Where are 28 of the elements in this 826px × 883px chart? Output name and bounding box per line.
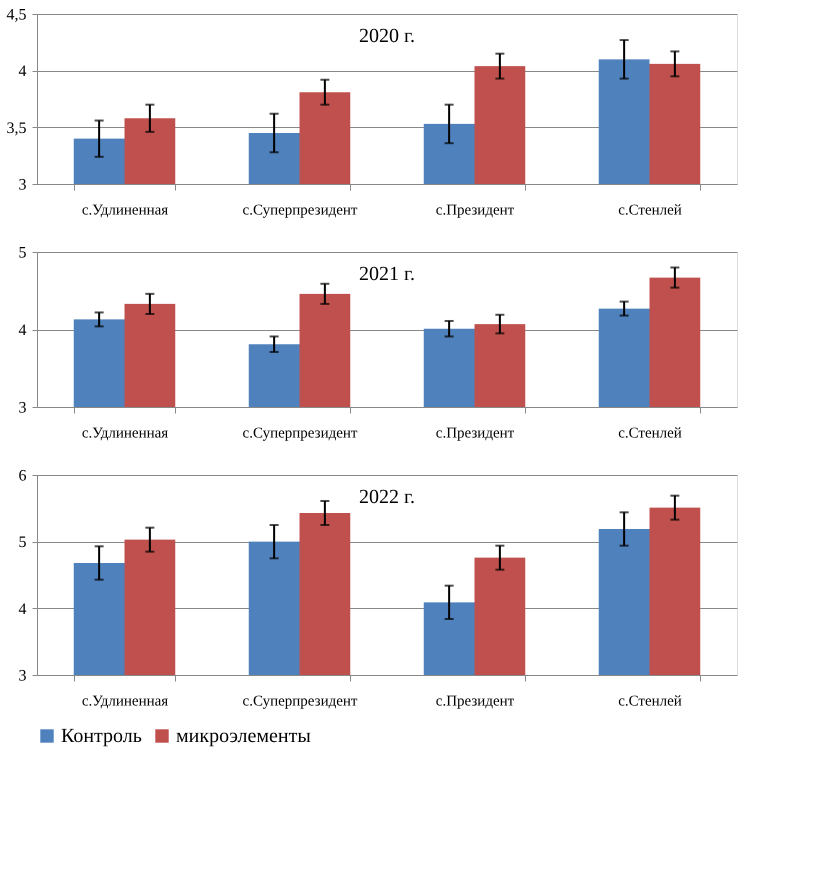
y-tick-label: 5 xyxy=(18,244,26,262)
y-tick-label: 4 xyxy=(18,63,26,80)
x-tick-label: с.Удлиненная xyxy=(82,694,168,710)
text: 2021 г. xyxy=(359,263,415,285)
y-tick-label: 4 xyxy=(18,600,26,618)
y-tick-label: 6 xyxy=(18,468,26,484)
legend-label: Контроль xyxy=(61,725,142,747)
x-tick-label: с.Президент xyxy=(436,202,515,218)
x-tick-label: с.Суперпрезидент xyxy=(242,202,358,218)
y-tick-label: 3 xyxy=(18,176,26,194)
y-tick-label: 3 xyxy=(18,668,26,684)
y-tick-label: 4,5 xyxy=(6,6,26,24)
x-tick-label: с.Стенлей xyxy=(618,202,682,218)
text: 2022 г. xyxy=(359,486,415,508)
x-tick-label: с.Президент xyxy=(436,694,515,710)
y-tick-label: 3,5 xyxy=(6,120,26,137)
x-tick-label: с.Стенлей xyxy=(618,426,682,442)
x-tick-label: с.Удлиненная xyxy=(82,202,168,218)
x-tick-label: с.Президент xyxy=(436,426,515,442)
y-tick-label: 5 xyxy=(18,534,26,552)
legend-label: микроэлементы xyxy=(176,725,311,747)
text: 2020 г. xyxy=(359,25,415,47)
x-tick-label: с.Удлиненная xyxy=(82,426,168,442)
y-tick-label: 3 xyxy=(18,400,26,416)
y-tick-label: 4 xyxy=(18,322,26,339)
x-tick-label: с.Суперпрезидент xyxy=(242,426,358,442)
x-tick-label: с.Стенлей xyxy=(618,694,682,710)
x-tick-label: с.Суперпрезидент xyxy=(242,694,358,710)
